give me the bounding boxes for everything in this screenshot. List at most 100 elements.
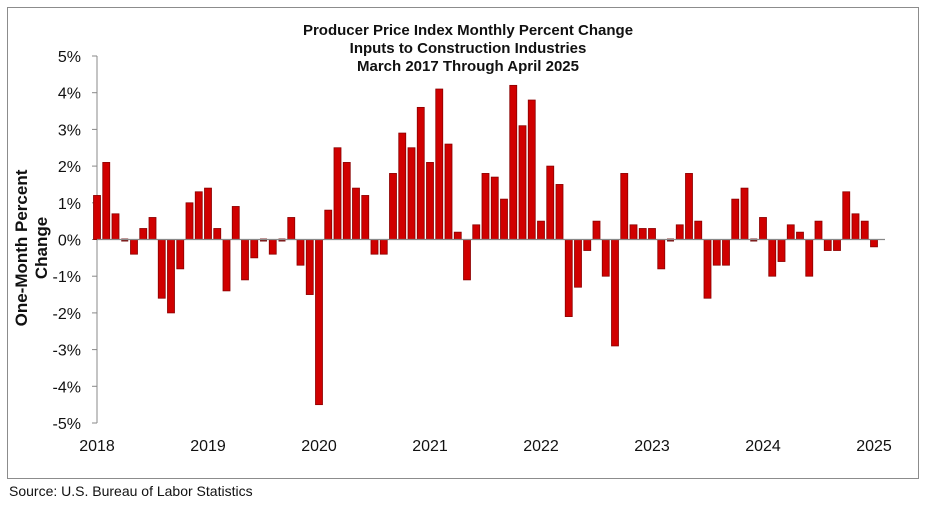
bar xyxy=(93,195,101,240)
bar xyxy=(379,239,388,255)
bar xyxy=(416,106,425,240)
x-tick-label: 2022 xyxy=(523,438,559,455)
bar xyxy=(194,191,203,240)
bar xyxy=(231,206,240,240)
bar xyxy=(305,239,314,295)
x-tick-label: 2025 xyxy=(856,438,892,455)
y-tick-label: -2% xyxy=(53,306,81,323)
title-line-2: Inputs to Construction Industries xyxy=(349,40,587,57)
bar xyxy=(324,209,333,240)
bar xyxy=(694,220,703,240)
bar xyxy=(537,220,545,240)
bar xyxy=(805,239,814,277)
bar xyxy=(213,228,222,240)
bar xyxy=(361,195,370,240)
title-line-3: March 2017 Through April 2025 xyxy=(356,58,579,75)
x-tick-label: 2018 xyxy=(79,438,115,455)
y-tick-label: -5% xyxy=(53,416,81,433)
bar xyxy=(490,176,499,240)
bar xyxy=(657,239,666,270)
bar xyxy=(426,162,434,240)
bar xyxy=(139,228,148,240)
title-line-1: Producer Price Index Monthly Percent Cha… xyxy=(302,22,634,39)
bar xyxy=(435,88,444,240)
bar xyxy=(389,173,397,240)
bar xyxy=(712,239,721,266)
bar xyxy=(611,239,619,347)
y-tick-label: 5% xyxy=(58,49,81,66)
bar xyxy=(296,239,305,266)
bar xyxy=(833,239,841,251)
bar xyxy=(148,217,157,240)
bar xyxy=(675,224,684,240)
bar xyxy=(176,239,185,270)
x-tick-label: 2024 xyxy=(745,438,781,455)
bar xyxy=(333,147,342,240)
y-tick-label: -4% xyxy=(53,379,81,396)
bar xyxy=(472,224,481,240)
bar xyxy=(167,239,175,314)
bar xyxy=(860,220,869,240)
bar xyxy=(315,239,323,406)
bar xyxy=(703,239,712,299)
x-tick-label: 2020 xyxy=(301,438,337,455)
chart-title: Producer Price Index Monthly Percent Cha… xyxy=(150,22,786,76)
bar xyxy=(629,224,638,240)
bar xyxy=(287,217,296,240)
bar xyxy=(222,239,231,292)
x-tick-label: 2023 xyxy=(634,438,670,455)
bar xyxy=(518,125,527,240)
bar xyxy=(500,198,508,240)
bar xyxy=(250,239,259,259)
x-tick-label: 2021 xyxy=(412,438,448,455)
bar xyxy=(463,239,471,281)
bar xyxy=(185,202,194,240)
bar xyxy=(759,217,767,240)
bar xyxy=(352,187,360,240)
bar xyxy=(398,132,407,240)
bar xyxy=(583,239,592,251)
bar xyxy=(786,224,795,240)
bar xyxy=(268,239,277,255)
x-tick-label: 2019 xyxy=(190,438,226,455)
bar xyxy=(731,198,740,240)
y-tick-label: -1% xyxy=(53,269,81,286)
bar xyxy=(204,187,212,240)
y-tick-label: 3% xyxy=(58,122,81,139)
bar xyxy=(527,99,536,240)
bar xyxy=(102,162,111,240)
chart-frame xyxy=(7,7,919,479)
bar xyxy=(722,239,730,266)
bar xyxy=(111,213,120,240)
bar xyxy=(870,239,878,248)
bar xyxy=(851,213,860,240)
bar xyxy=(823,239,832,251)
bar xyxy=(740,187,749,240)
y-tick-label: 2% xyxy=(58,159,81,176)
bar xyxy=(241,239,249,281)
bar xyxy=(546,165,555,240)
bar xyxy=(157,239,166,299)
bar xyxy=(620,173,629,240)
y-tick-label: 1% xyxy=(58,196,81,213)
bar xyxy=(574,239,582,288)
y-tick-label: 4% xyxy=(58,86,81,103)
bar xyxy=(555,184,564,240)
y-tick-label: 0% xyxy=(58,233,81,250)
bar xyxy=(814,220,823,240)
bar xyxy=(777,239,786,262)
bar xyxy=(407,147,416,240)
bar xyxy=(481,173,490,240)
bar xyxy=(564,239,573,317)
bar xyxy=(685,173,693,240)
bar xyxy=(130,239,138,255)
bar xyxy=(444,143,453,240)
bar xyxy=(509,84,518,240)
bar xyxy=(638,228,647,240)
bar xyxy=(648,228,656,240)
source-note: Source: U.S. Bureau of Labor Statistics xyxy=(9,483,253,499)
bar xyxy=(453,231,462,240)
bar xyxy=(601,239,610,277)
bar xyxy=(342,162,351,240)
bar xyxy=(842,191,851,240)
